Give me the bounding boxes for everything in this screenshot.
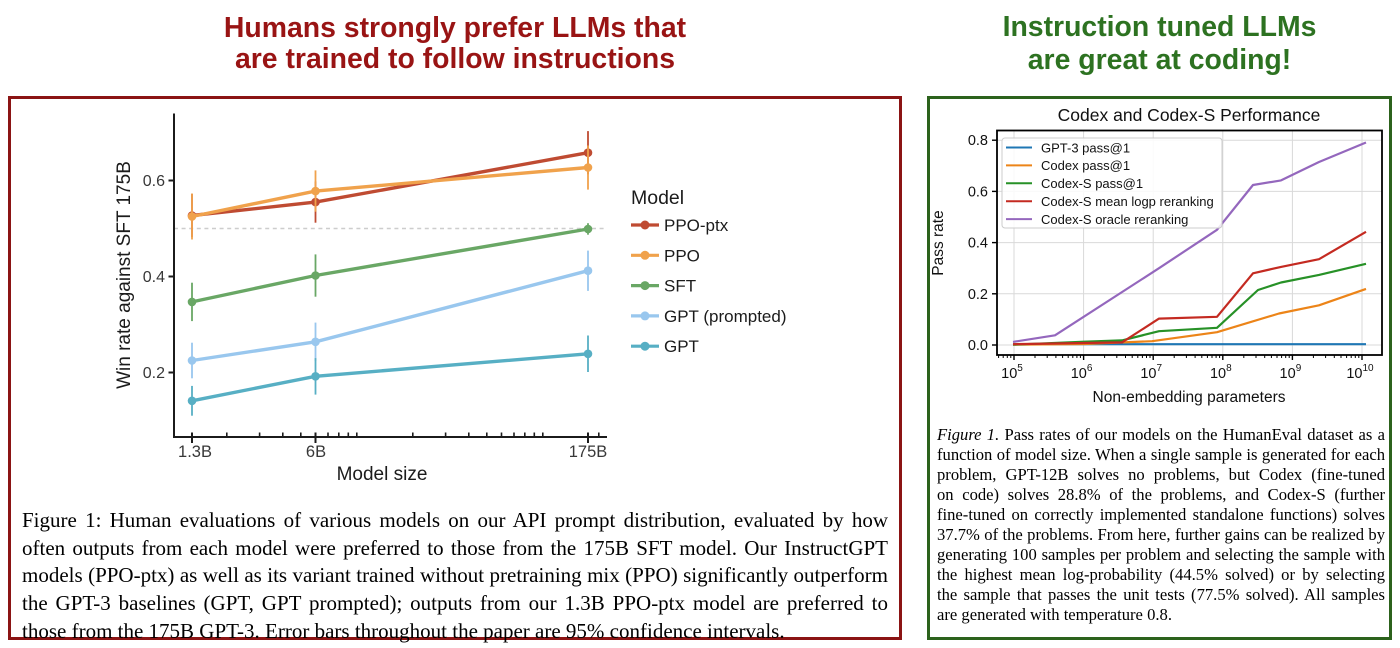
svg-text:0.4: 0.4 [968,236,988,252]
svg-text:Model: Model [631,187,684,209]
svg-text:Codex and Codex-S Performance: Codex and Codex-S Performance [1058,105,1321,125]
svg-text:SFT: SFT [664,277,696,296]
svg-text:Non-embedding parameters: Non-embedding parameters [1093,389,1286,406]
svg-text:PPO-ptx: PPO-ptx [664,216,729,235]
svg-text:0.6: 0.6 [143,173,165,190]
svg-text:0.8: 0.8 [968,133,988,149]
svg-text:108: 108 [1210,363,1232,382]
svg-text:Model size: Model size [337,464,428,485]
svg-text:0.4: 0.4 [143,269,165,286]
svg-text:1010: 1010 [1346,363,1374,382]
svg-text:Pass rate: Pass rate [930,210,947,275]
svg-text:0.6: 0.6 [968,184,988,200]
svg-text:Codex-S pass@1: Codex-S pass@1 [1041,176,1143,191]
svg-text:0.2: 0.2 [968,287,988,303]
svg-text:0.2: 0.2 [143,365,165,382]
svg-text:109: 109 [1280,363,1302,382]
svg-text:106: 106 [1071,363,1093,382]
svg-text:PPO: PPO [664,246,700,265]
svg-text:6B: 6B [306,443,326,461]
svg-text:GPT (prompted): GPT (prompted) [664,307,787,326]
svg-text:Codex-S mean logp reranking: Codex-S mean logp reranking [1041,194,1214,209]
svg-text:0.0: 0.0 [968,338,988,354]
svg-text:107: 107 [1140,363,1162,382]
svg-text:175B: 175B [569,443,608,461]
svg-text:Win rate against SFT 175B: Win rate against SFT 175B [114,161,135,389]
svg-text:1.3B: 1.3B [178,443,212,461]
svg-text:105: 105 [1001,363,1023,382]
svg-text:Codex pass@1: Codex pass@1 [1041,158,1130,173]
svg-text:GPT: GPT [664,337,699,356]
svg-text:GPT-3 pass@1: GPT-3 pass@1 [1041,140,1130,155]
svg-text:Codex-S oracle reranking: Codex-S oracle reranking [1041,212,1188,227]
